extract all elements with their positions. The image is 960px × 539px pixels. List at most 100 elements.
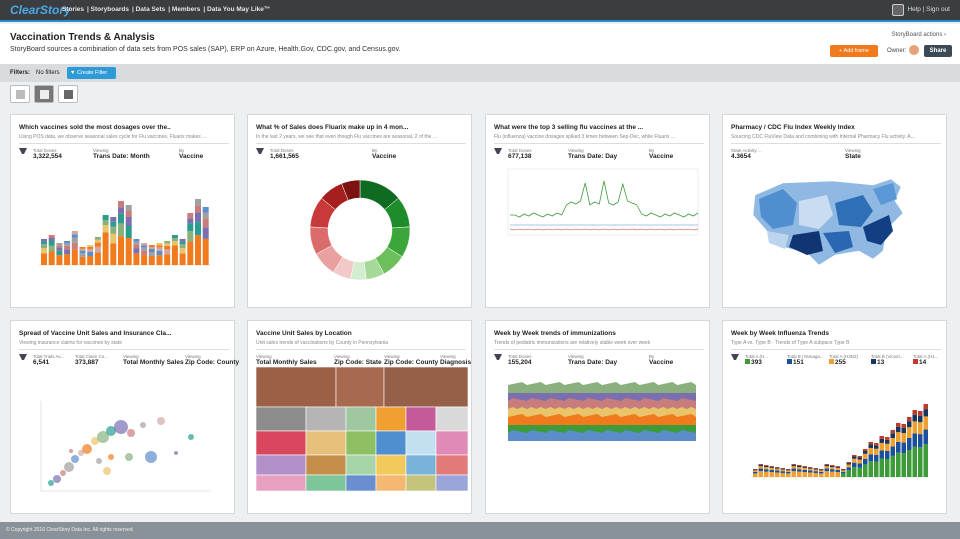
bar: [907, 450, 912, 477]
filter-icon[interactable]: [731, 354, 739, 360]
footer: © Copyright 2016 ClearStory Data Inc. Al…: [0, 522, 960, 539]
add-frame-button[interactable]: + Add frame: [830, 45, 878, 57]
user-icon[interactable]: [892, 4, 904, 16]
bar: [907, 427, 912, 438]
bar: [802, 466, 807, 467]
card-description: Sourcing CDC FluView Data and combining …: [731, 134, 941, 144]
metric[interactable]: By Vaccine: [372, 148, 397, 160]
metric[interactable]: Viewing Total Monthly Sales: [123, 354, 184, 366]
metric[interactable]: Viewing Zip Code: State: [334, 354, 382, 366]
metric[interactable]: Viewing Zip Code: County: [384, 354, 439, 366]
treemap-cell: [435, 406, 469, 432]
storyboard-actions[interactable]: StoryBoard actions ›: [891, 32, 946, 38]
bar: [64, 243, 71, 246]
stacked-bar-chart[interactable]: [723, 361, 948, 511]
card-sales-by-location[interactable]: Vaccine Unit Sales by Location Unit sale…: [247, 320, 472, 514]
metric[interactable]: Viewing Zip Code: County: [185, 354, 240, 366]
bar: [133, 244, 140, 249]
bar: [874, 445, 879, 449]
bubble: [71, 455, 79, 463]
filter-icon[interactable]: [256, 148, 264, 154]
treemap-cell: [405, 474, 437, 492]
filter-icon[interactable]: [494, 148, 502, 154]
bar: [896, 423, 901, 427]
stacked-bar-chart[interactable]: [11, 155, 236, 305]
bar: [824, 466, 829, 469]
us-choropleth-map[interactable]: [723, 155, 948, 305]
donut-slice: [341, 179, 361, 201]
bar: [164, 243, 171, 246]
avatar[interactable]: [909, 45, 919, 55]
nav-stories[interactable]: Stories: [62, 6, 85, 13]
bubble-chart[interactable]: [11, 361, 236, 511]
bubble: [125, 453, 133, 461]
treemap-cell: [345, 406, 377, 432]
bar: [141, 247, 148, 251]
filter-icon[interactable]: [19, 148, 27, 154]
metric[interactable]: Viewing State: [845, 148, 861, 160]
card-vaccine-insurance-spread[interactable]: Spread of Vaccine Unit Sales and Insuran…: [10, 320, 239, 514]
bar: [808, 468, 813, 471]
treemap-cell: [305, 454, 347, 476]
stacked-area-chart[interactable]: [486, 361, 711, 511]
nav-data-sets[interactable]: Data Sets: [135, 6, 166, 13]
nav-members[interactable]: Members: [171, 6, 201, 13]
metric[interactable]: By Vaccine: [179, 148, 204, 160]
card-influenza-trends[interactable]: Week by Week Influenza Trends Type A vs.…: [722, 320, 947, 514]
bar: [797, 467, 802, 470]
app-logo[interactable]: ClearStory: [10, 3, 71, 17]
bar: [758, 471, 763, 477]
bar: [852, 455, 857, 457]
line-chart[interactable]: [486, 155, 711, 305]
treemap-cell: [375, 454, 407, 476]
bar: [87, 256, 94, 265]
filter-bar: Filters: No filters ▼ Create Filter: [0, 64, 960, 82]
metric[interactable]: Viewing Trans Date: Day: [568, 354, 618, 366]
treemap[interactable]: [248, 361, 473, 511]
signout-link[interactable]: Sign out: [926, 6, 950, 13]
help-link[interactable]: Help: [907, 6, 921, 13]
filter-icon[interactable]: [19, 354, 27, 360]
card-weekly-immunizations[interactable]: Week by Week trends of immunizations Tre…: [485, 320, 710, 514]
bar: [874, 454, 879, 462]
metric[interactable]: By Vaccine: [649, 148, 674, 160]
bubble: [91, 437, 99, 445]
filter-icon[interactable]: [494, 354, 502, 360]
metric[interactable]: Viewing Total Monthly Sales: [256, 354, 317, 366]
nav-storyboards[interactable]: Storyboards: [90, 6, 129, 13]
create-filter-button[interactable]: ▼ Create Filter: [67, 67, 116, 79]
bar: [171, 245, 178, 252]
bar: [758, 464, 763, 467]
layout-grid-icon[interactable]: [34, 85, 54, 103]
bar: [764, 469, 769, 472]
card-fluarix-share[interactable]: What % of Sales does Fluarix make up in …: [247, 114, 472, 308]
metric[interactable]: By Vaccine: [649, 354, 674, 366]
bar: [118, 213, 124, 224]
metric[interactable]: Viewing Trans Date: Month: [93, 148, 150, 160]
nav-data-you-may-like[interactable]: Data You May Like™: [207, 6, 271, 13]
layout-single-icon[interactable]: [10, 85, 30, 103]
treemap-cell: [405, 430, 437, 456]
bar: [71, 234, 78, 238]
metric[interactable]: Viewing Diagnosis: [440, 354, 472, 366]
bar: [874, 448, 879, 455]
card-description: Viewing insurance claims for vaccines by…: [19, 340, 229, 350]
bar: [94, 242, 101, 247]
bar: [885, 451, 890, 459]
bar: [819, 469, 824, 471]
layout-large-icon[interactable]: [58, 85, 78, 103]
bar: [141, 250, 148, 256]
bar: [71, 242, 78, 250]
bar: [808, 470, 813, 473]
card-flu-index-map[interactable]: Pharmacy / CDC Flu Index Weekly Index So…: [722, 114, 947, 308]
bar: [841, 473, 846, 477]
donut-chart[interactable]: [248, 155, 473, 305]
bar: [141, 255, 148, 265]
bar: [912, 414, 917, 422]
card-top-flu-vaccines[interactable]: What were the top 3 selling flu vaccines…: [485, 114, 710, 308]
bar: [171, 241, 178, 246]
share-button[interactable]: Share: [924, 45, 952, 57]
card-vaccines-sold[interactable]: Which vaccines sold the most dosages ove…: [10, 114, 235, 308]
card-description: Using POS data, we observe seasonal sale…: [19, 134, 229, 144]
metric[interactable]: Viewing Trans Date: Day: [568, 148, 618, 160]
